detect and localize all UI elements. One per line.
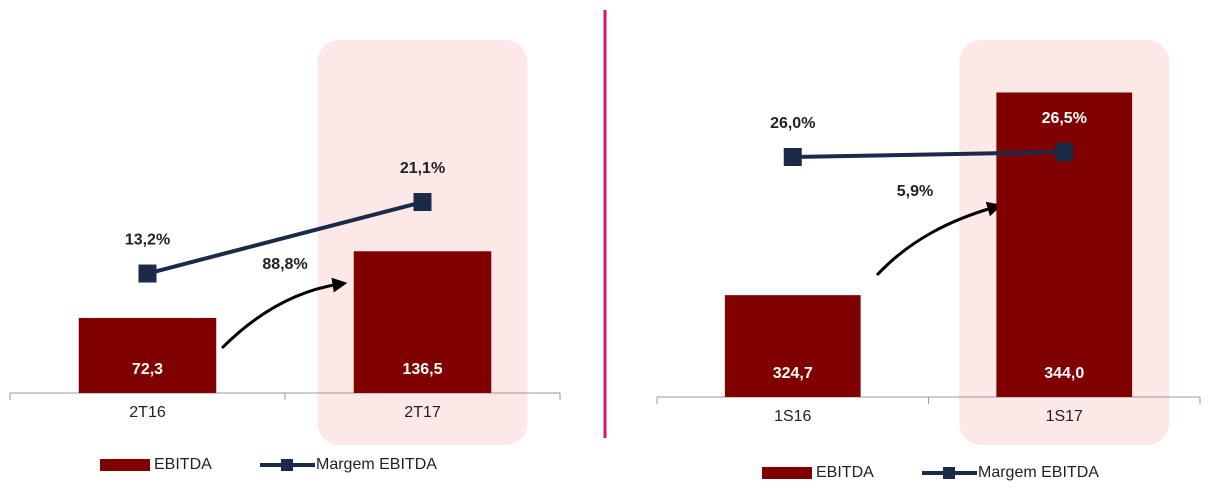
- legend-label: Margem EBITDA: [316, 456, 437, 473]
- growth-arrow: [220, 277, 348, 350]
- bar: [353, 251, 492, 393]
- bar: [996, 92, 1133, 397]
- line-marker: [138, 264, 157, 283]
- legend-marker: [943, 467, 955, 479]
- x-tick-label: 1S17: [1046, 408, 1083, 425]
- bar-value-label: 344,0: [1044, 365, 1084, 382]
- line-marker: [783, 148, 802, 166]
- x-tick-label: 2T17: [404, 404, 441, 421]
- line-value-label: 26,5%: [1042, 110, 1087, 127]
- bar-value-label: 72,3: [132, 361, 163, 378]
- legend-label: EBITDA: [816, 464, 874, 481]
- line: [146, 200, 424, 276]
- growth-annotation: 88,8%: [262, 256, 307, 273]
- bar-value-label: 324,7: [773, 365, 813, 382]
- legend-marker: [281, 459, 293, 471]
- line-marker: [1055, 143, 1074, 161]
- growth-arrow: [875, 201, 1003, 277]
- x-tick-label: 2T16: [129, 404, 166, 421]
- legend-swatch: [762, 467, 812, 479]
- line-value-label: 13,2%: [125, 232, 170, 249]
- legend-label: Margem EBITDA: [978, 464, 1099, 481]
- legend-label: EBITDA: [154, 456, 212, 473]
- x-tick-label: 1S16: [774, 408, 811, 425]
- line-marker: [413, 193, 432, 212]
- legend-swatch: [100, 459, 150, 471]
- line: [792, 150, 1065, 159]
- growth-annotation: 5,9%: [897, 183, 933, 200]
- line-value-label: 26,0%: [770, 115, 815, 132]
- line-value-label: 21,1%: [400, 160, 445, 177]
- bar: [724, 295, 861, 397]
- bar: [78, 317, 217, 393]
- bar-value-label: 136,5: [402, 361, 442, 378]
